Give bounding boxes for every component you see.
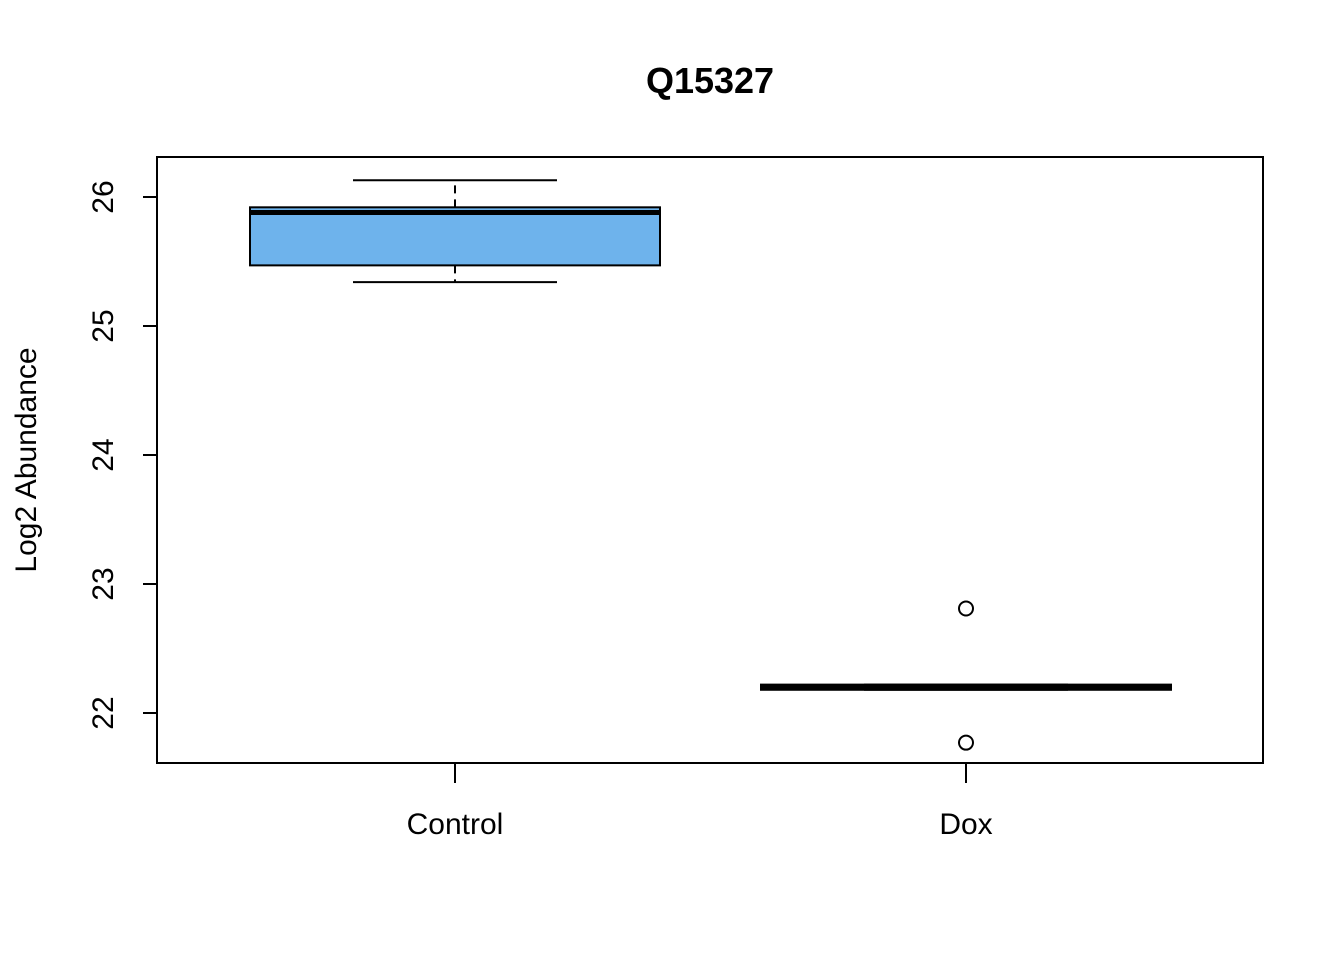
x-tick-label: Dox (939, 808, 992, 841)
outlier-point (958, 600, 974, 617)
y-tick-label: 23 (87, 567, 120, 600)
y-tick-label: 24 (87, 438, 120, 471)
x-tick-label: Control (407, 808, 504, 841)
box-dox (760, 600, 1172, 751)
iqr-box (249, 206, 661, 267)
boxes (249, 179, 1172, 751)
y-axis: 22 23 24 25 26 (87, 180, 158, 730)
y-axis-label: Log2 Abundance (10, 347, 43, 572)
x-axis: Control Dox (407, 763, 993, 841)
chart-title: Q15327 (646, 60, 774, 101)
outlier-point (958, 734, 974, 751)
box-control (249, 179, 661, 284)
y-tick-label: 22 (87, 696, 120, 729)
y-tick-label: 26 (87, 180, 120, 213)
y-tick-label: 25 (87, 309, 120, 342)
